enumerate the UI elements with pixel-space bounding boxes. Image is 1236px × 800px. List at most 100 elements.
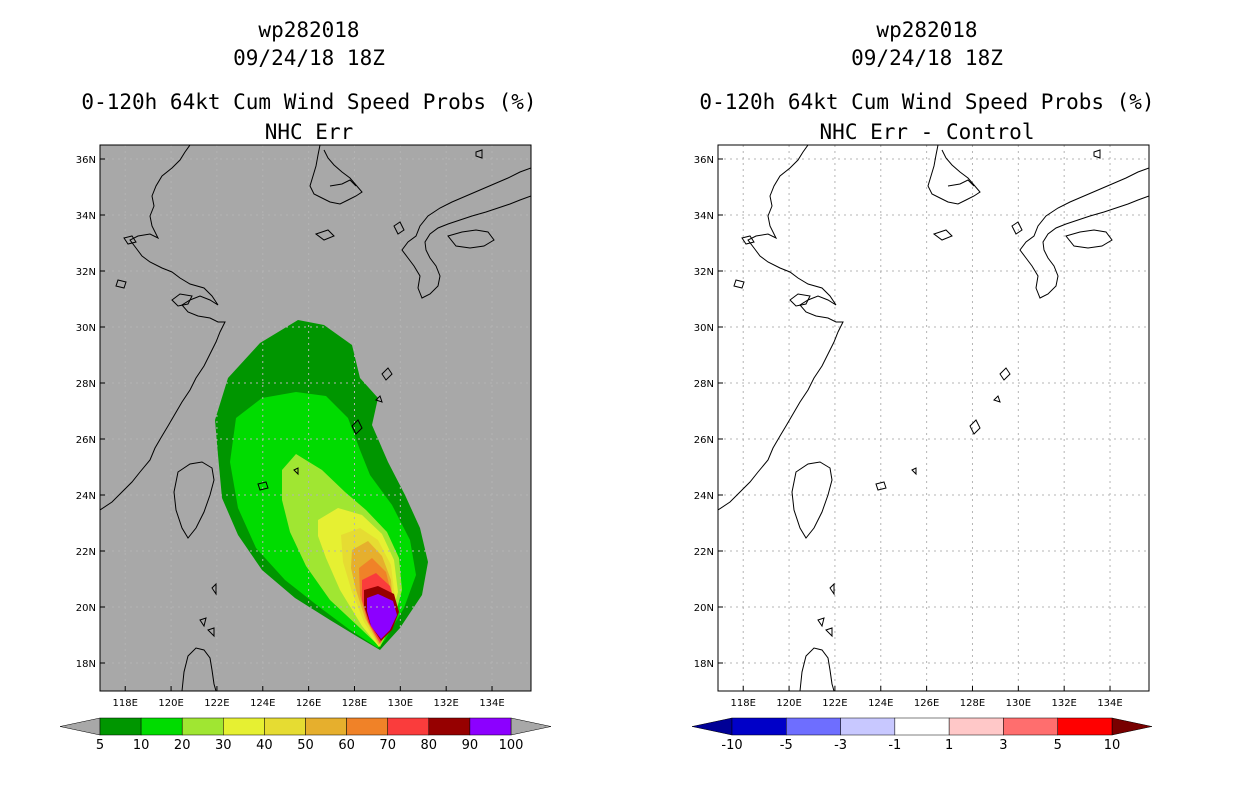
lat-tick-label: 36N xyxy=(694,155,714,166)
coastline-segment xyxy=(927,145,981,205)
lat-tick-label: 28N xyxy=(694,379,714,390)
lat-tick-label: 34N xyxy=(694,211,714,222)
coastline-segment xyxy=(1093,149,1101,159)
colorbar-label: -1 xyxy=(888,738,901,753)
right-coastline xyxy=(718,145,1149,691)
coastline-segment xyxy=(1019,167,1149,299)
coastline-segment xyxy=(207,627,215,638)
left-date: 09/24/18 18Z xyxy=(233,46,385,70)
coastline-segment xyxy=(875,481,887,491)
left-main-title: 0-120h 64kt Cum Wind Speed Probs (%) xyxy=(81,90,537,114)
colorbar-label: -5 xyxy=(780,738,793,753)
colorbar-label: -3 xyxy=(834,738,847,753)
right-map-frame xyxy=(717,144,1150,692)
lon-tick-label: 132E xyxy=(433,698,458,709)
lat-tick-label: 22N xyxy=(694,547,714,558)
colorbar-label: 90 xyxy=(462,738,479,753)
colorbar-swatch xyxy=(305,717,347,736)
colorbar-label: 1 xyxy=(945,738,953,753)
lon-tick-label: 122E xyxy=(204,698,229,709)
lon-tick-label: 132E xyxy=(1051,698,1076,709)
coastline-segment xyxy=(401,167,531,299)
colorbar-swatch xyxy=(894,717,950,736)
colorbar-swatch xyxy=(428,717,471,736)
coastline-segment xyxy=(741,235,755,245)
right-main-title: 0-120h 64kt Cum Wind Speed Probs (%) xyxy=(699,90,1155,114)
colorbar-swatch xyxy=(948,717,1004,736)
colorbar-swatch xyxy=(140,717,183,736)
left-subtitle: NHC Err xyxy=(264,120,354,144)
right-storm-id: wp282018 xyxy=(876,18,978,42)
colorbar-swatch xyxy=(731,717,787,736)
lon-tick-label: 134E xyxy=(1097,698,1122,709)
lon-tick-label: 120E xyxy=(776,698,801,709)
coastline-segment xyxy=(993,395,1001,403)
lat-tick-label: 20N xyxy=(694,603,714,614)
coastline-segment xyxy=(932,229,953,241)
coastline-segment xyxy=(375,395,383,403)
coastline-segment xyxy=(393,221,405,235)
left-map-frame xyxy=(99,144,532,692)
coastline-segment xyxy=(969,419,981,435)
lat-tick-label: 24N xyxy=(76,491,96,502)
coastline-segment xyxy=(293,467,299,476)
colorbar-swatch xyxy=(181,717,224,736)
colorbar-swatch xyxy=(840,717,896,736)
lat-tick-label: 18N xyxy=(76,659,96,670)
coastline-segment xyxy=(351,419,363,435)
probability-contours xyxy=(215,320,428,650)
lon-tick-label: 118E xyxy=(731,698,756,709)
colorbar-label: 10 xyxy=(1104,738,1121,753)
lat-tick-label: 20N xyxy=(76,603,96,614)
colorbar-label: 50 xyxy=(297,738,314,753)
colorbar-label: 40 xyxy=(256,738,273,753)
lat-tick-label: 28N xyxy=(76,379,96,390)
coastline-segment xyxy=(211,582,217,596)
lon-tick-label: 122E xyxy=(822,698,847,709)
lat-tick-label: 32N xyxy=(76,267,96,278)
right-difference-map: 118E 120E 122E 124E 126E 128E 130E 132E 134E 36N 3… xyxy=(691,144,1153,753)
contour-90 xyxy=(367,594,397,639)
lat-tick-label: 26N xyxy=(76,435,96,446)
colorbar-label: 30 xyxy=(215,738,232,753)
coastline-segment xyxy=(100,145,226,511)
lat-tick-label: 22N xyxy=(76,547,96,558)
coastline-segment xyxy=(1011,221,1023,235)
coastline-segment xyxy=(171,293,193,307)
coastline-segment xyxy=(1065,229,1113,249)
colorbar-label: 70 xyxy=(379,738,396,753)
lon-tick-label: 130E xyxy=(1006,698,1031,709)
lat-tick-label: 30N xyxy=(76,323,96,334)
coastline-segment xyxy=(173,461,215,539)
left-colorbar: 5 10 20 30 40 50 60 70 80 90 100 xyxy=(59,717,552,753)
coastline-segment xyxy=(789,293,811,307)
right-panel: wp282018 09/24/18 18Z 0-120h 64kt Cum Wi… xyxy=(618,0,1236,800)
lon-tick-label: 128E xyxy=(960,698,985,709)
colorbar-swatch xyxy=(264,717,306,736)
coastline-segment xyxy=(475,149,483,159)
lat-tick-label: 24N xyxy=(694,491,714,502)
colorbar-swatch xyxy=(786,717,841,736)
coastline-segment xyxy=(718,145,844,511)
right-subtitle: NHC Err - Control xyxy=(819,120,1035,144)
colorbar-over-arrow xyxy=(1111,717,1153,736)
lat-tick-label: 18N xyxy=(694,659,714,670)
coastline-segment xyxy=(329,179,357,187)
left-probability-map: 118E 120E 122E 124E 126E 128E 130E 132E 134E 36N 3… xyxy=(59,144,552,753)
colorbar-label: 20 xyxy=(174,738,191,753)
colorbar-label: 3 xyxy=(999,738,1007,753)
colorbar-label: 5 xyxy=(96,738,104,753)
colorbar-swatch xyxy=(223,717,265,736)
coastline-segment xyxy=(825,627,833,638)
lon-tick-label: 120E xyxy=(158,698,183,709)
colorbar-label: 5 xyxy=(1054,738,1062,753)
lon-tick-label: 126E xyxy=(296,698,321,709)
coastline-segment xyxy=(314,229,335,241)
coastline-segment xyxy=(817,617,825,628)
coastline-segment xyxy=(181,647,217,691)
coastline-segment xyxy=(115,279,127,289)
colorbar-under-arrow xyxy=(691,717,733,736)
coastline-segment xyxy=(123,235,137,245)
lon-tick-label: 130E xyxy=(388,698,413,709)
coastline-segment xyxy=(733,279,745,289)
